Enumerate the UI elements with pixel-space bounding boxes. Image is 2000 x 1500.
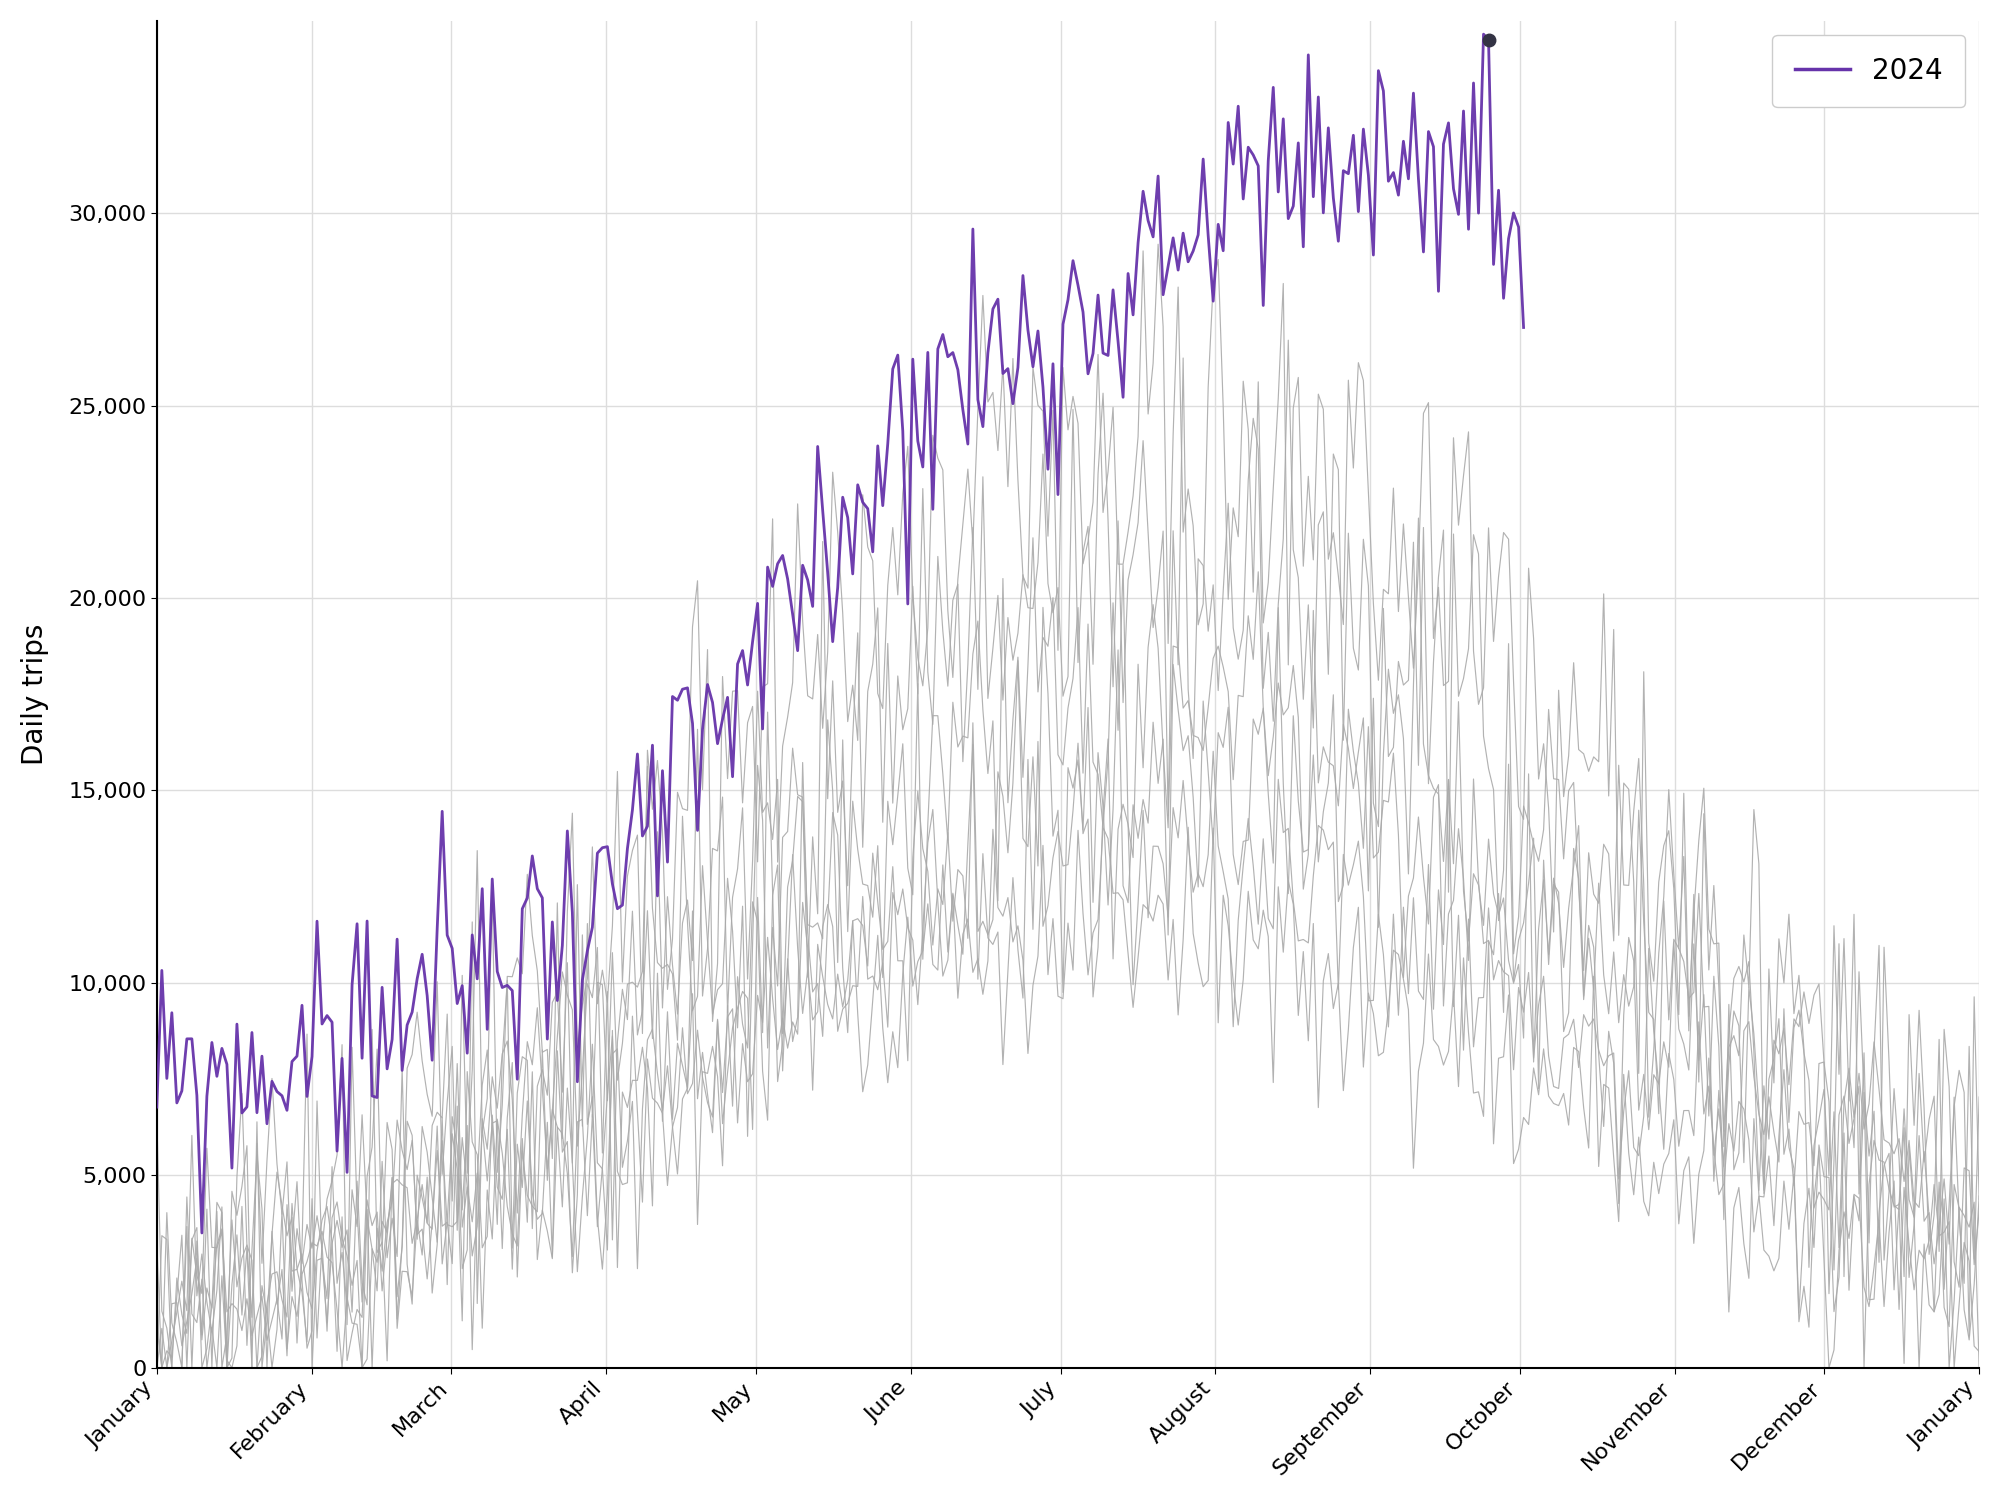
Legend: 2024: 2024 bbox=[1772, 34, 1966, 106]
Y-axis label: Daily trips: Daily trips bbox=[20, 624, 48, 765]
